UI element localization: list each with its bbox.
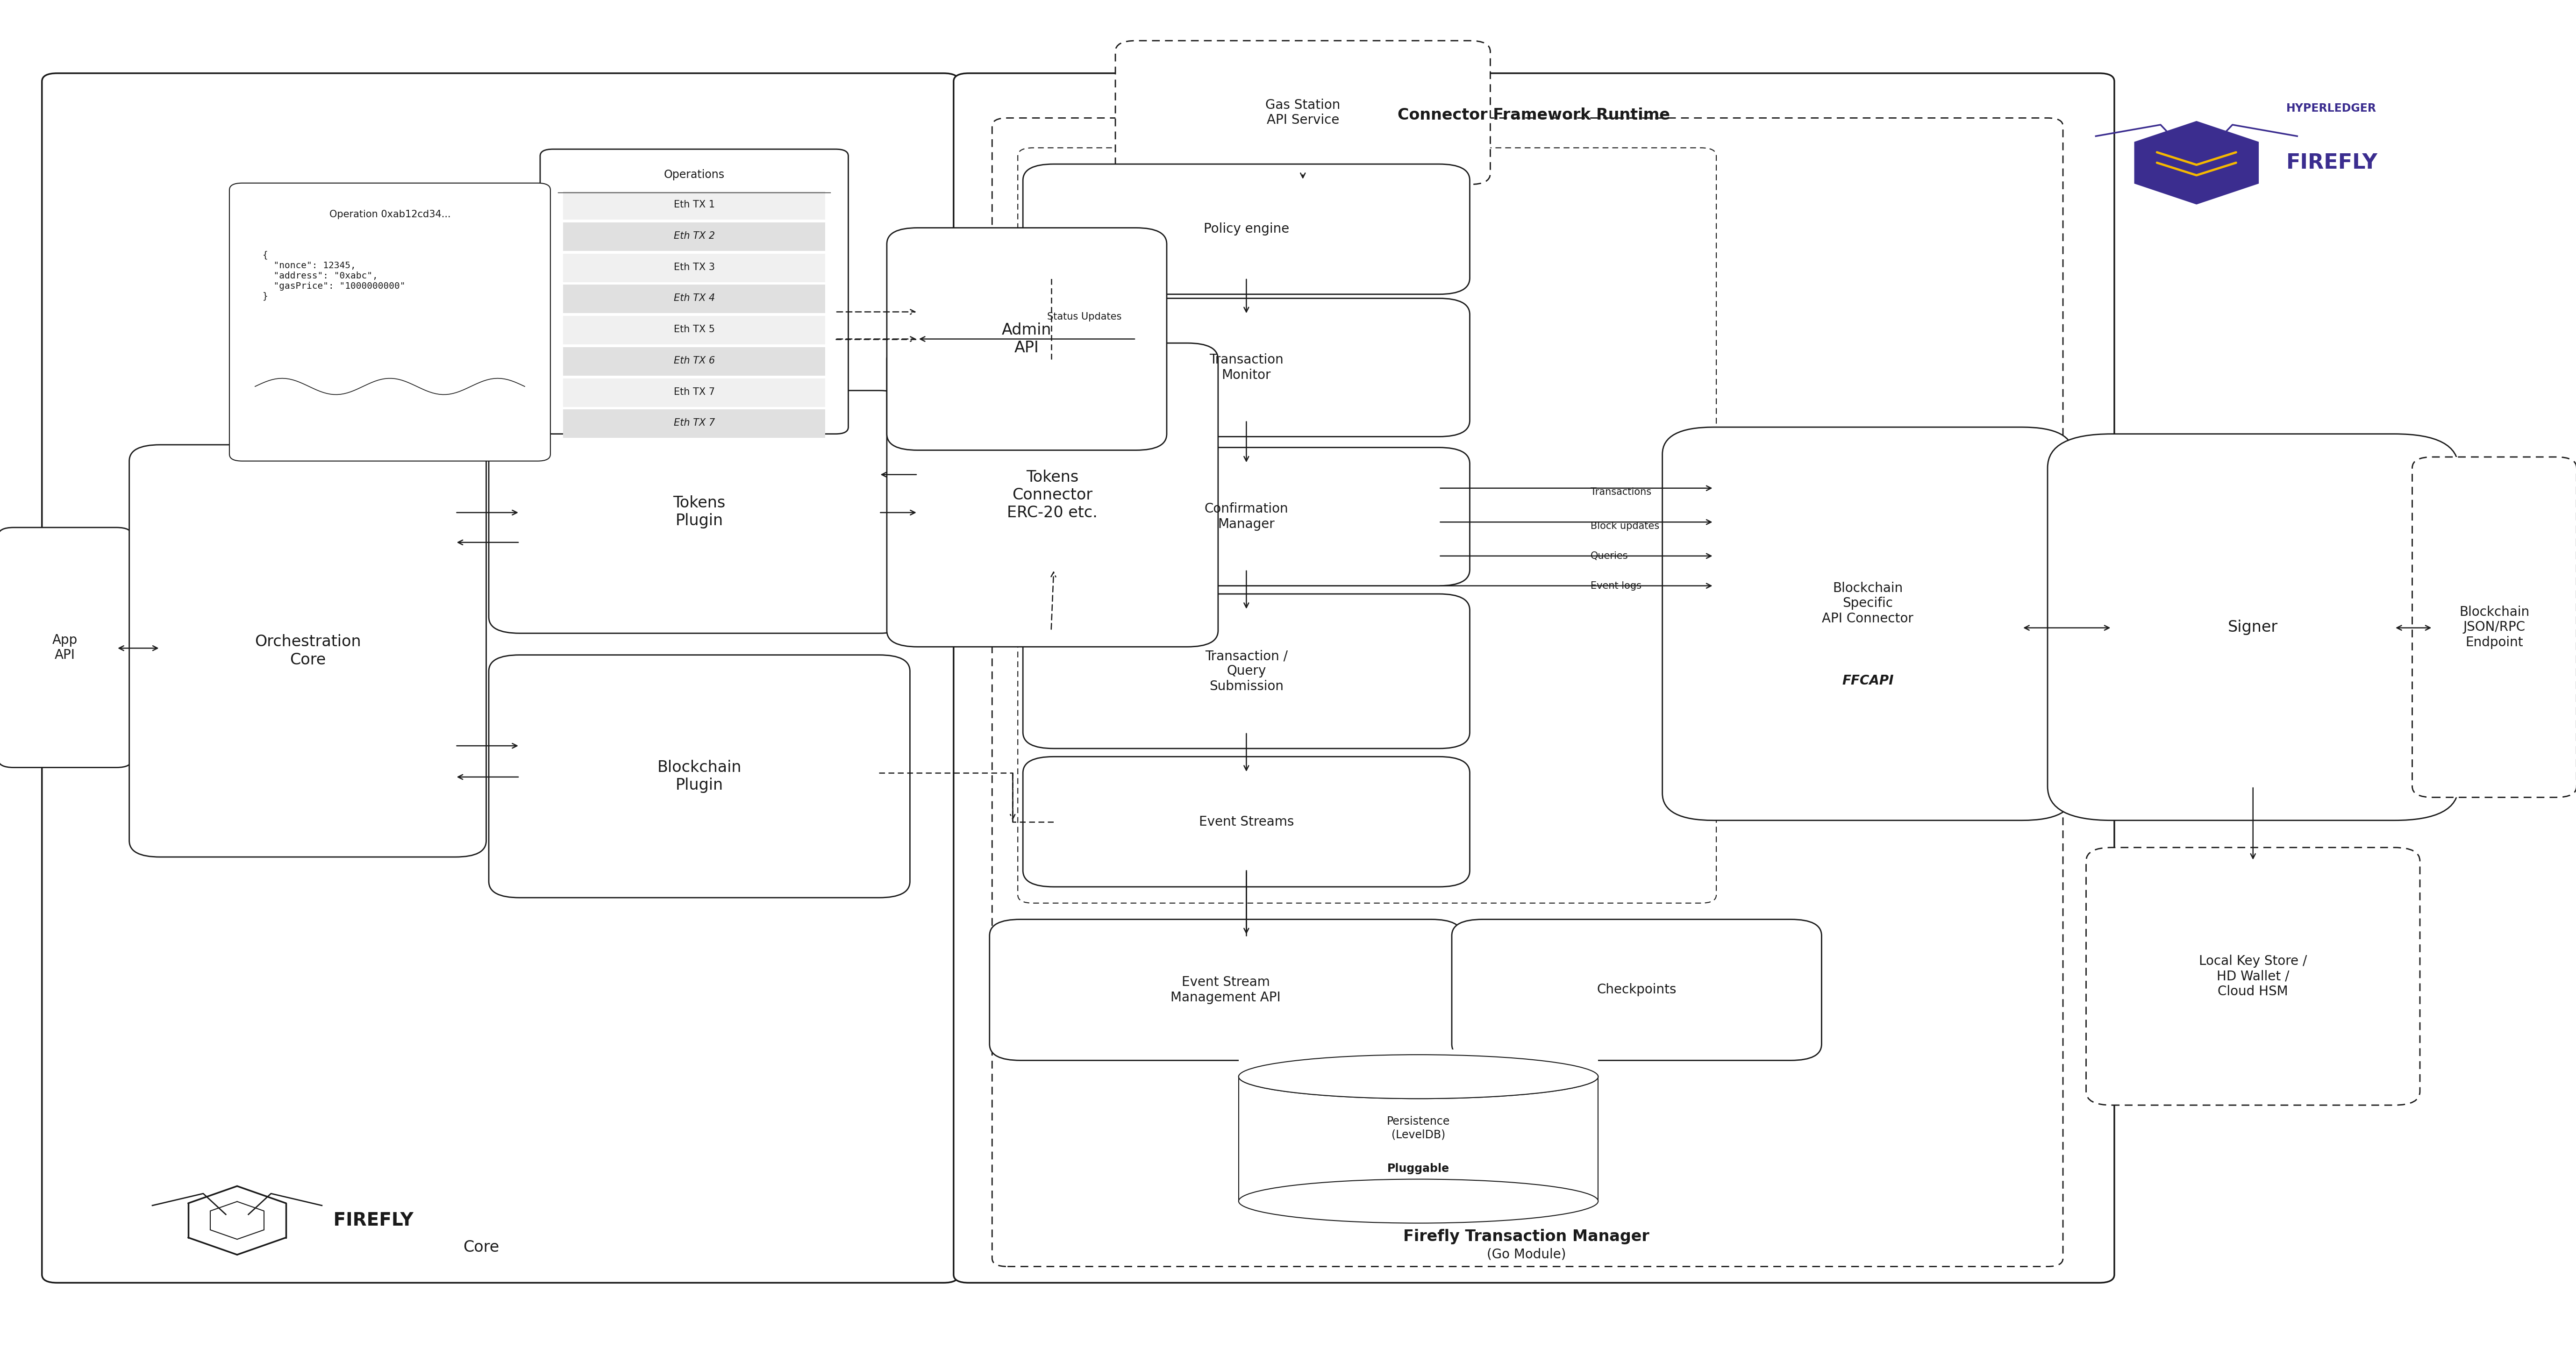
Text: Transaction /
Query
Submission: Transaction / Query Submission: [1206, 650, 1288, 693]
FancyBboxPatch shape: [1662, 427, 2074, 820]
Text: Core: Core: [464, 1239, 500, 1256]
FancyBboxPatch shape: [41, 73, 958, 1283]
Text: Transactions: Transactions: [1589, 488, 1651, 496]
FancyBboxPatch shape: [2411, 457, 2576, 797]
FancyBboxPatch shape: [1023, 594, 1471, 749]
Text: Eth TX 4: Eth TX 4: [675, 294, 714, 302]
Bar: [1239, 1050, 1597, 1078]
Text: Admin
API: Admin API: [1002, 323, 1051, 355]
FancyBboxPatch shape: [489, 391, 909, 633]
Bar: [564, 285, 824, 313]
Text: Blockchain
Plugin: Blockchain Plugin: [657, 759, 742, 793]
Text: Event Streams: Event Streams: [1198, 815, 1293, 829]
FancyBboxPatch shape: [953, 73, 2115, 1283]
FancyBboxPatch shape: [1018, 148, 1716, 903]
Text: Signer: Signer: [2228, 620, 2277, 635]
Text: Block updates: Block updates: [1589, 522, 1659, 530]
Text: Pluggable: Pluggable: [1388, 1163, 1450, 1174]
Text: Blockchain
Specific
API Connector: Blockchain Specific API Connector: [1821, 582, 1914, 625]
FancyBboxPatch shape: [2048, 434, 2458, 820]
Bar: [564, 254, 824, 282]
Text: Eth TX 2: Eth TX 2: [675, 232, 714, 240]
Text: Queries: Queries: [1589, 552, 1628, 560]
FancyBboxPatch shape: [489, 655, 909, 898]
Text: Eth TX 5: Eth TX 5: [675, 325, 714, 334]
FancyBboxPatch shape: [129, 445, 487, 857]
Text: Policy engine: Policy engine: [1203, 222, 1288, 236]
Text: Eth TX 3: Eth TX 3: [675, 263, 714, 271]
Text: FIREFLY: FIREFLY: [327, 1211, 412, 1230]
Ellipse shape: [1239, 1055, 1597, 1098]
FancyBboxPatch shape: [1023, 164, 1471, 294]
Text: Transaction
Monitor: Transaction Monitor: [1208, 354, 1283, 381]
Text: Status Updates: Status Updates: [1048, 312, 1121, 321]
Ellipse shape: [1239, 1180, 1597, 1223]
FancyBboxPatch shape: [0, 527, 131, 767]
Text: FFCAPI: FFCAPI: [1842, 674, 1893, 687]
Bar: [564, 347, 824, 376]
Bar: [564, 316, 824, 344]
Text: Checkpoints: Checkpoints: [1597, 983, 1677, 997]
FancyBboxPatch shape: [2087, 848, 2419, 1105]
Text: Eth TX 1: Eth TX 1: [675, 201, 714, 209]
Text: FIREFLY: FIREFLY: [2287, 153, 2378, 172]
Text: Local Key Store /
HD Wallet /
Cloud HSM: Local Key Store / HD Wallet / Cloud HSM: [2200, 955, 2308, 998]
Text: Eth TX 7: Eth TX 7: [675, 419, 714, 427]
FancyBboxPatch shape: [1453, 919, 1821, 1060]
Ellipse shape: [1239, 1055, 1597, 1098]
Text: Persistence
(LevelDB): Persistence (LevelDB): [1386, 1116, 1450, 1140]
FancyBboxPatch shape: [1115, 41, 1492, 184]
Text: (Go Module): (Go Module): [1486, 1248, 1566, 1261]
Text: Event Stream
Management API: Event Stream Management API: [1170, 976, 1280, 1003]
FancyBboxPatch shape: [1023, 447, 1471, 586]
Text: Tokens
Plugin: Tokens Plugin: [672, 495, 726, 529]
FancyBboxPatch shape: [229, 183, 551, 461]
Bar: [564, 222, 824, 251]
Text: Operation 0xab12cd34...: Operation 0xab12cd34...: [330, 210, 451, 218]
Text: App
API: App API: [52, 633, 77, 662]
Text: Orchestration
Core: Orchestration Core: [255, 635, 361, 667]
Text: Tokens
Connector
ERC-20 etc.: Tokens Connector ERC-20 etc.: [1007, 469, 1097, 521]
Bar: [564, 191, 824, 220]
FancyBboxPatch shape: [886, 228, 1167, 450]
Bar: [1239, 1077, 1597, 1201]
FancyBboxPatch shape: [1023, 757, 1471, 887]
FancyBboxPatch shape: [989, 919, 1463, 1060]
Bar: [564, 410, 824, 438]
Text: Gas Station
API Service: Gas Station API Service: [1265, 99, 1340, 126]
Bar: [564, 378, 824, 407]
Text: Confirmation
Manager: Confirmation Manager: [1206, 503, 1288, 530]
FancyBboxPatch shape: [541, 149, 848, 434]
Text: Blockchain
JSON/RPC
Endpoint: Blockchain JSON/RPC Endpoint: [2460, 606, 2530, 648]
Text: Connector Framework Runtime: Connector Framework Runtime: [1399, 107, 1669, 123]
FancyBboxPatch shape: [992, 118, 2063, 1267]
Text: {
  "nonce": 12345,
  "address": "0xabc",
  "gasPrice": "1000000000"
}: { "nonce": 12345, "address": "0xabc", "g…: [263, 251, 404, 301]
Text: Eth TX 7: Eth TX 7: [675, 388, 714, 396]
Text: Eth TX 6: Eth TX 6: [675, 357, 714, 365]
Text: Event logs: Event logs: [1589, 582, 1641, 590]
Text: Operations: Operations: [665, 170, 724, 180]
FancyBboxPatch shape: [1023, 298, 1471, 437]
Text: Firefly Transaction Manager: Firefly Transaction Manager: [1404, 1229, 1649, 1245]
Text: HYPERLEDGER: HYPERLEDGER: [2287, 103, 2378, 114]
Polygon shape: [2136, 121, 2259, 205]
FancyBboxPatch shape: [886, 343, 1218, 647]
